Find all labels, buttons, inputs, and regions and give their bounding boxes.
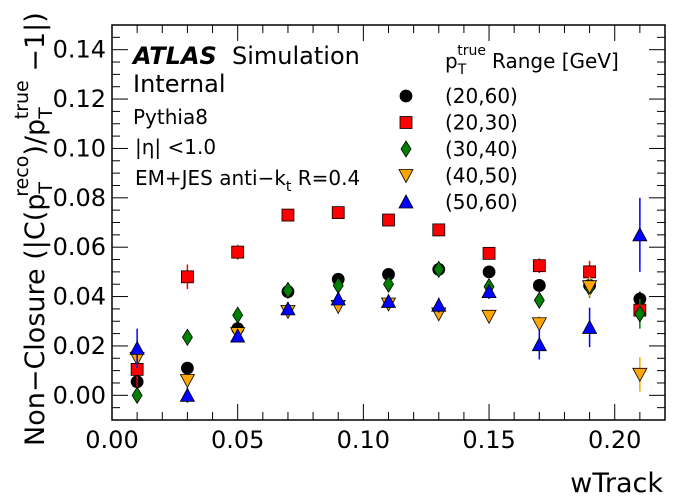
legend-entry: (30,40) (400, 137, 518, 161)
data-point (280, 301, 296, 316)
data-point (382, 213, 395, 227)
data-point (433, 260, 445, 279)
data-point (232, 306, 244, 324)
tick-labels: 0.00 0.05 0.10 0.15 0.20 0.00 0.02 0.04 0.06 0.08… (53, 36, 642, 454)
data-point (331, 206, 345, 220)
legend-entries: (20,60) (20,30)(30,40) (40,50)(50,60) (398, 84, 518, 214)
y-tick-label: 0.08 (53, 184, 106, 212)
legend-marker (398, 169, 414, 184)
legend-marker (400, 140, 412, 158)
data-point (330, 291, 346, 306)
legend: pTtrue Range [GeV] (20,60)(20,30)(30,40)(… (398, 43, 619, 214)
legend-entry: (50,60) (398, 190, 518, 214)
data-point (482, 246, 496, 260)
data-point (531, 317, 547, 332)
svg-text:Non−Closure (|C(pTreco)/pTtrue: Non−Closure (|C(pTreco)/pTtrue −1|) (11, 12, 57, 446)
data-point (533, 291, 545, 310)
data-point (282, 281, 294, 300)
y-tick-label: 0.06 (53, 233, 106, 261)
legend-label: (20,30) (445, 111, 518, 135)
data-point (581, 280, 598, 295)
atlas-label: ATLAS (131, 42, 217, 70)
data-point (531, 336, 547, 352)
data-point (431, 297, 447, 312)
data-point (383, 275, 394, 293)
data-point (632, 227, 648, 242)
data-point (181, 361, 194, 375)
simulation-label: Simulation (232, 42, 360, 70)
data-point (231, 245, 245, 259)
data-point (131, 386, 143, 405)
legend-label: (30,40) (445, 137, 518, 161)
y-tick-label: 0.10 (53, 134, 106, 162)
data-point (482, 265, 496, 279)
data-point (481, 283, 497, 299)
data-point (634, 305, 646, 323)
y-tick-label: 0.00 (53, 381, 106, 409)
internal-label: Internal (133, 70, 226, 98)
data-point (581, 319, 598, 334)
legend-marker (399, 89, 413, 103)
data-point (532, 279, 546, 292)
y-tick-label: 0.02 (53, 332, 106, 360)
y-tick-label: 0.04 (53, 283, 106, 311)
jet-algo-label: EM+JES anti−kt R=0.4 (135, 166, 360, 195)
data-point (230, 328, 246, 343)
data-point (632, 367, 648, 383)
data-point (380, 293, 397, 308)
legend-marker (399, 116, 413, 129)
legend-entry: (40,50) (398, 164, 518, 188)
data-point (179, 387, 196, 402)
axis-ticks (111, 24, 666, 421)
legend-marker (398, 194, 414, 209)
x-tick-label: 0.10 (337, 426, 390, 454)
y-tick-label: 0.14 (53, 36, 106, 64)
x-tick-label: 0.15 (462, 426, 515, 454)
data-point (181, 328, 193, 347)
x-tick-label: 0.00 (85, 426, 138, 454)
x-tick-label: 0.20 (588, 426, 641, 454)
legend-title: pTtrue Range [GeV] (445, 43, 619, 78)
legend-label: (50,60) (445, 190, 518, 214)
data-point (481, 309, 497, 325)
legend-entry: (20,30) (399, 111, 518, 135)
data-point (179, 374, 196, 389)
data-point (129, 340, 145, 355)
series-diamond (131, 260, 646, 405)
data-point (583, 265, 596, 279)
y-axis-title: Non−Closure (|C(pTreco)/pTtrue −1|) (11, 12, 57, 446)
data-point (281, 208, 295, 222)
data-point (432, 223, 446, 237)
legend-label: (20,60) (445, 84, 518, 108)
legend-entry: (20,60) (399, 84, 518, 108)
legend-label: (40,50) (445, 164, 518, 188)
data-point (532, 259, 546, 273)
generator-label: Pythia8 (133, 105, 208, 129)
x-axis-title: wTrack (570, 468, 663, 499)
series-triangle-up (129, 197, 648, 403)
data-points (129, 197, 648, 405)
data-point (181, 270, 194, 284)
eta-cut-label: |η| <1.0 (135, 135, 216, 159)
y-tick-label: 0.12 (53, 85, 106, 113)
x-tick-label: 0.05 (211, 426, 264, 454)
